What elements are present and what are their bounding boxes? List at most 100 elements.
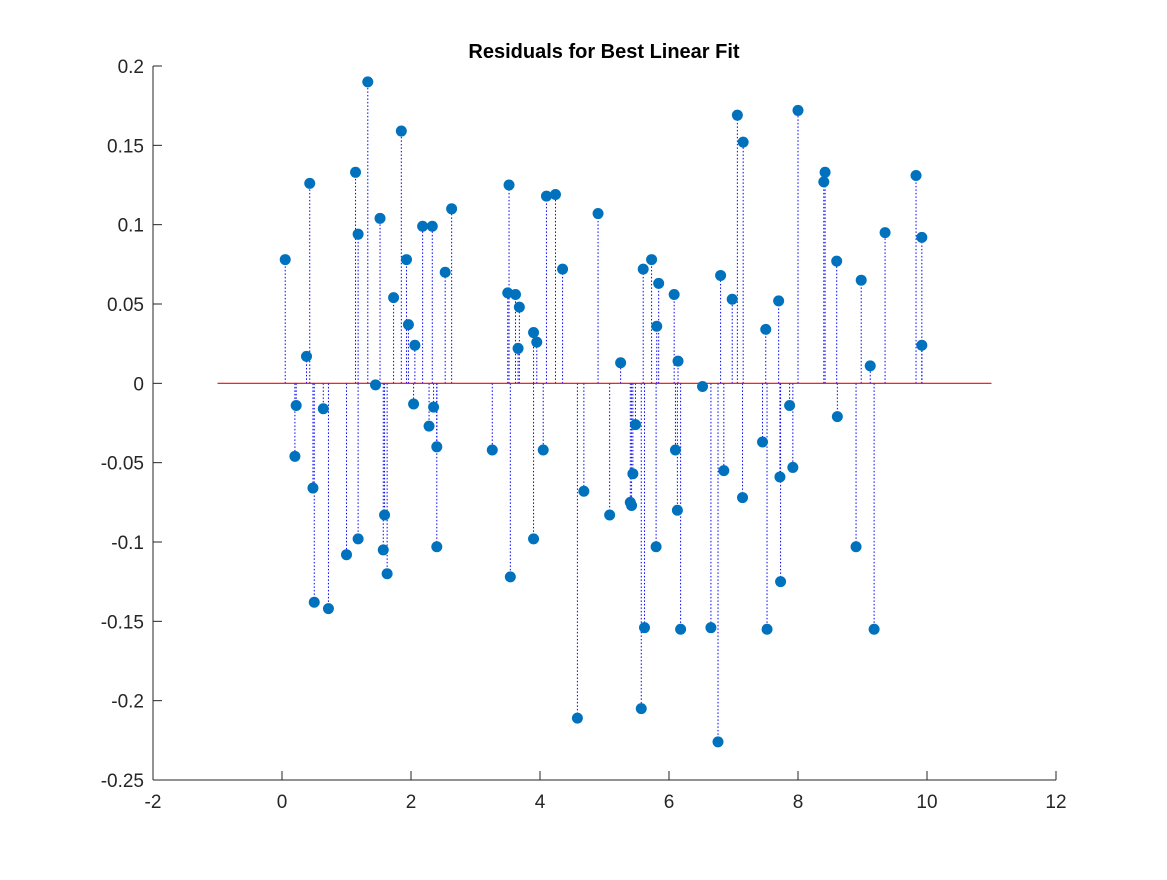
data-point (279, 254, 291, 266)
data-point (669, 444, 681, 456)
data-point (916, 339, 928, 351)
data-point (431, 541, 443, 553)
data-point (341, 549, 352, 561)
data-point (540, 190, 552, 202)
data-point (446, 203, 458, 215)
data-point (513, 301, 525, 313)
data-point (653, 277, 665, 289)
x-tick-label: 2 (406, 792, 417, 813)
data-point (512, 342, 524, 354)
data-point (307, 482, 319, 494)
data-point (775, 576, 787, 588)
data-point (879, 227, 891, 239)
data-point (737, 136, 749, 148)
x-tick-label: 4 (535, 792, 546, 813)
y-tick-label: -0.25 (101, 771, 144, 792)
data-point (417, 220, 429, 232)
data-point (409, 339, 421, 351)
data-point (428, 401, 440, 413)
data-point (784, 400, 796, 412)
data-point (761, 623, 773, 635)
data-point (592, 208, 604, 220)
data-point (350, 166, 362, 178)
y-tick-label: -0.1 (111, 533, 144, 554)
data-point (439, 266, 451, 278)
data-point (635, 703, 647, 715)
data-points (279, 76, 928, 748)
data-point (910, 169, 922, 181)
data-point (864, 360, 876, 372)
data-point (819, 166, 831, 178)
data-point (831, 255, 843, 267)
data-point (537, 444, 549, 456)
y-tick-label: -0.15 (101, 612, 144, 633)
data-point (388, 292, 400, 304)
data-point (374, 212, 386, 224)
data-point (431, 441, 443, 453)
data-point (615, 357, 627, 369)
data-point (352, 533, 364, 545)
x-tick-label: -2 (145, 792, 162, 813)
data-point (831, 411, 843, 423)
data-point (503, 179, 515, 191)
data-point (672, 355, 684, 367)
y-tick-label: -0.2 (111, 692, 144, 713)
data-point (737, 492, 749, 504)
data-point (322, 603, 334, 615)
data-point (726, 293, 738, 305)
data-point (650, 541, 662, 553)
y-tick-label: 0.05 (107, 295, 144, 316)
data-point (773, 295, 785, 307)
data-point (868, 623, 880, 635)
data-point (317, 403, 329, 415)
data-point (638, 622, 650, 634)
data-point (855, 274, 867, 286)
data-point (362, 76, 374, 88)
data-point (718, 465, 730, 477)
chart-title: Residuals for Best Linear Fit (468, 41, 740, 63)
data-point (712, 736, 724, 748)
data-point (528, 533, 540, 545)
data-point (571, 712, 583, 724)
data-point (426, 220, 438, 232)
data-point (504, 571, 516, 583)
data-point (627, 468, 639, 480)
y-tick-label: 0 (133, 374, 144, 395)
data-point (531, 336, 543, 348)
data-point (509, 288, 521, 300)
y-tick-label: 0.2 (118, 57, 144, 78)
x-tick-label: 10 (916, 792, 937, 813)
data-point (715, 269, 727, 281)
data-point (671, 504, 683, 516)
data-point (604, 509, 616, 521)
x-tick-label: 6 (664, 792, 675, 813)
data-point (760, 323, 772, 335)
y-tick-label: -0.05 (101, 454, 144, 475)
data-point (557, 263, 569, 275)
data-point (402, 319, 414, 331)
data-point (352, 228, 364, 240)
data-point (646, 254, 658, 266)
data-point (308, 596, 320, 608)
data-point (381, 568, 393, 580)
data-point (423, 420, 435, 432)
data-point (731, 109, 743, 121)
data-point (370, 379, 382, 391)
data-point (668, 288, 680, 300)
y-tick-label: 0.15 (107, 136, 144, 157)
data-point (379, 509, 391, 521)
data-point (697, 381, 709, 393)
data-point (651, 320, 663, 332)
data-point (549, 189, 561, 201)
data-point (818, 176, 830, 188)
data-point (578, 485, 590, 497)
data-point (400, 254, 412, 266)
y-tick-label: 0.1 (118, 216, 144, 237)
data-point (395, 125, 407, 137)
data-point (850, 541, 862, 553)
data-point (486, 444, 498, 456)
data-point (787, 461, 799, 473)
data-point (304, 177, 316, 189)
data-point (289, 450, 301, 462)
